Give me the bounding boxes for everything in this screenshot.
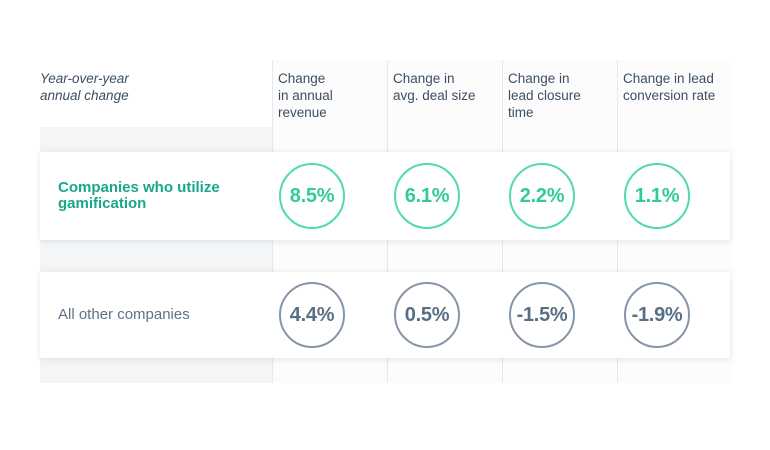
table-row-gamification-companies: Companies who utilize gamification — [40, 152, 730, 240]
value-circle-gamification-lead-conversion-rate: 1.1% — [624, 163, 690, 229]
row-label-all-others: All other companies — [58, 305, 190, 323]
row-label-gamification: Companies who utilize gamification — [58, 178, 220, 212]
column-header-lead-closure-time: Change in lead closure time — [508, 71, 581, 120]
value-circle-gamification-lead-closure-time: 2.2% — [509, 163, 575, 229]
table-corner-label: Year-over-year annual change — [40, 71, 129, 103]
table-row-all-other-companies: All other companies — [40, 272, 730, 358]
value-circle-gamification-annual-revenue: 8.5% — [279, 163, 345, 229]
value-text: 2.2% — [519, 184, 565, 207]
value-text: 1.1% — [634, 184, 680, 207]
column-header-annual-revenue: Change in annual revenue — [278, 71, 333, 120]
value-text: -1.5% — [516, 303, 568, 326]
value-circle-others-avg-deal-size: 0.5% — [394, 282, 460, 348]
value-text: 6.1% — [404, 184, 450, 207]
value-circle-gamification-avg-deal-size: 6.1% — [394, 163, 460, 229]
value-circle-others-annual-revenue: 4.4% — [279, 282, 345, 348]
value-text: 8.5% — [289, 184, 335, 207]
value-text: -1.9% — [631, 303, 683, 326]
column-header-avg-deal-size: Change in avg. deal size — [393, 71, 476, 103]
value-circle-others-lead-conversion-rate: -1.9% — [624, 282, 690, 348]
column-header-lead-conversion-rate: Change in lead conversion rate — [623, 71, 716, 103]
value-text: 4.4% — [289, 303, 335, 326]
value-text: 0.5% — [404, 303, 450, 326]
value-circle-others-lead-closure-time: -1.5% — [509, 282, 575, 348]
